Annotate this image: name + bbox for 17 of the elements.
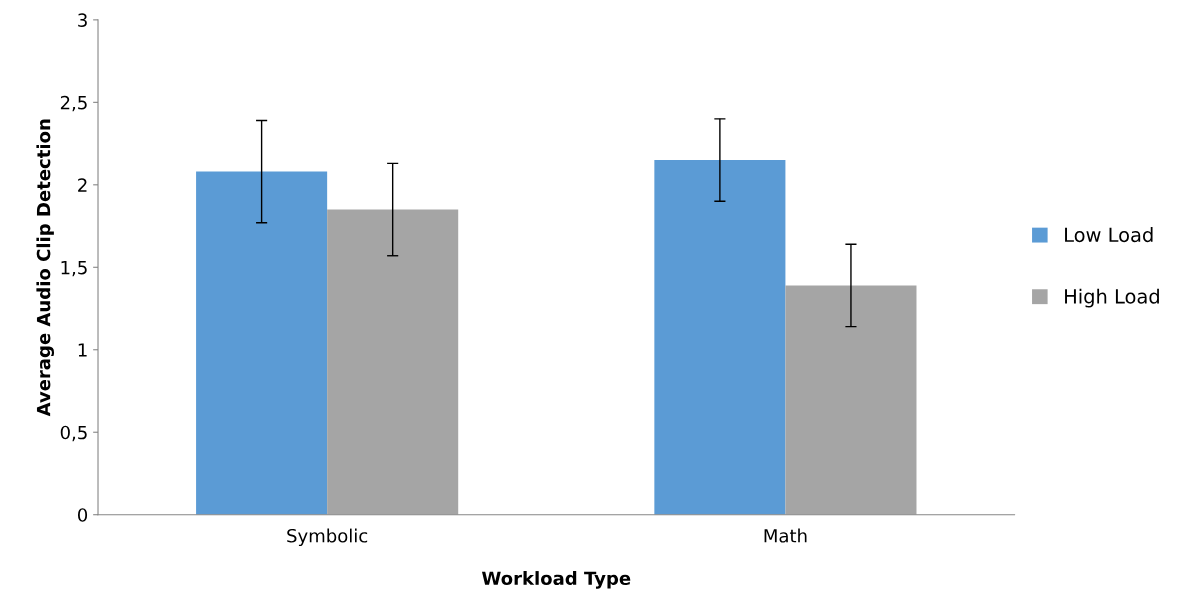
x-tick-label: Math — [764, 528, 807, 543]
x-axis-title: Workload Type — [481, 571, 631, 589]
bar — [327, 209, 459, 515]
y-tick-label: 1 — [78, 343, 87, 357]
legend-label: Low Load — [1065, 227, 1153, 243]
y-tick-label: 2 — [78, 178, 87, 192]
bar — [785, 285, 917, 515]
y-tick-label: 0,5 — [60, 425, 87, 442]
legend-label: High Load — [1065, 288, 1159, 308]
x-tick-label: Symbolic — [287, 528, 368, 547]
y-axis-title: Average Audio Clip Detection — [36, 119, 55, 417]
bar — [196, 171, 328, 515]
y-tick-label: 3 — [78, 13, 87, 27]
y-tick-label: 1,5 — [61, 260, 87, 277]
y-tick-label: 0 — [77, 508, 88, 522]
bar — [654, 160, 786, 515]
y-tick-label: 2,5 — [60, 95, 87, 112]
